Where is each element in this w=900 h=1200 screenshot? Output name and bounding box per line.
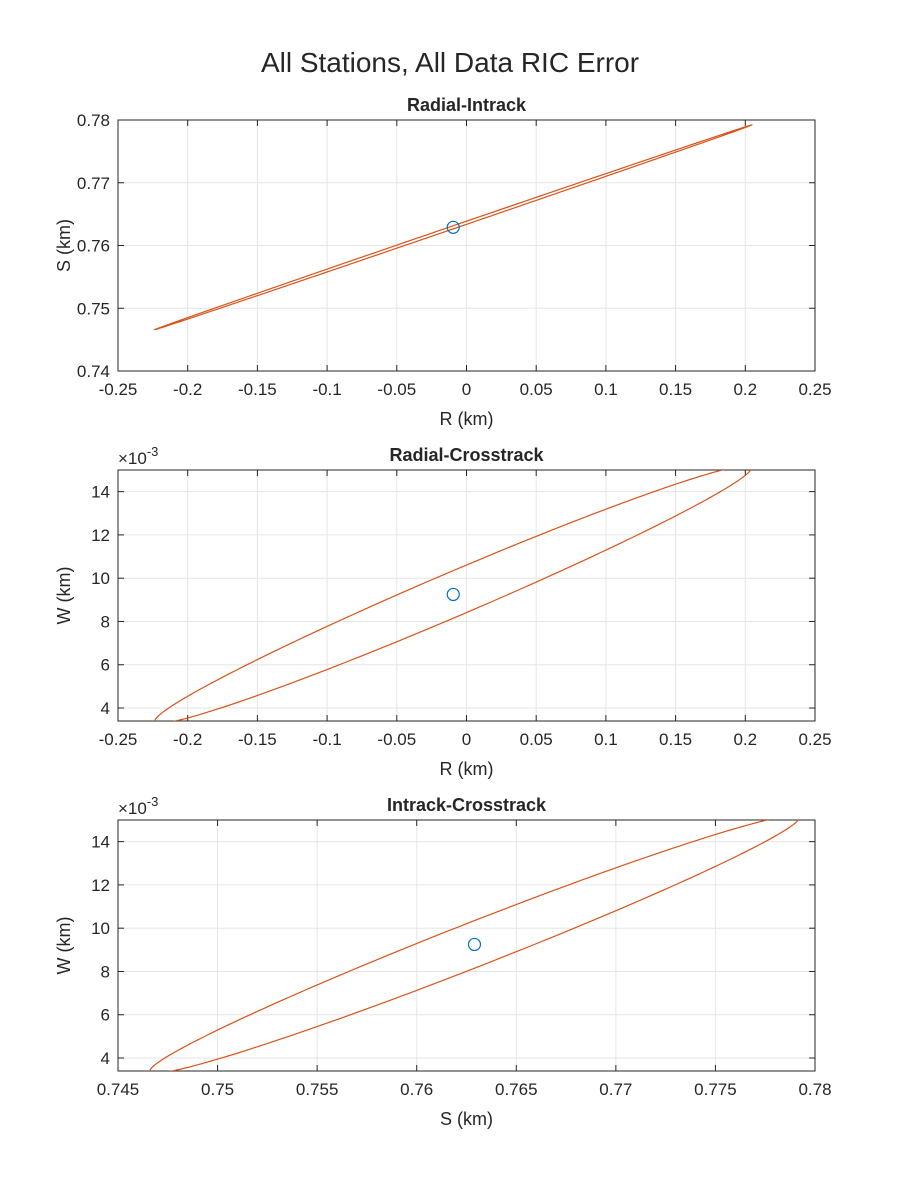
y-tick-label: 0.78 [77, 111, 110, 130]
x-tick-label: 0.775 [694, 1080, 737, 1099]
x-tick-label: 0.05 [520, 380, 553, 399]
y-tick-label: 14 [91, 833, 110, 852]
x-tick-label: 0 [462, 730, 471, 749]
error-ellipse [154, 470, 752, 721]
x-tick-label: 0.76 [400, 1080, 433, 1099]
x-tick-label: 0.755 [296, 1080, 339, 1099]
y-tick-label: 6 [101, 1006, 110, 1025]
subplot-2: -0.25 -0.2 -0.15 -0.1 -0.05 0 0.05 0.1 0.15 0.2 0.… [54, 444, 832, 779]
x-tick-label: -0.25 [99, 380, 138, 399]
x-tick-label: 0.05 [520, 730, 553, 749]
x-tick-label: 0.25 [798, 380, 831, 399]
y-tick-label: 10 [91, 569, 110, 588]
x-tick-label: -0.2 [173, 730, 202, 749]
y-tick-label: 14 [91, 483, 110, 502]
error-ellipse [153, 124, 754, 331]
x-axis-label: R (km) [440, 759, 494, 779]
y-tick-label: 0.75 [77, 299, 110, 318]
y-tick-label: 12 [91, 876, 110, 895]
x-tick-label: 0.75 [201, 1080, 234, 1099]
x-tick-label: -0.1 [312, 380, 341, 399]
x-tick-label: 0.1 [594, 730, 618, 749]
x-tick-label: 0.15 [659, 730, 692, 749]
subplots: -0.25 -0.2 -0.15 -0.1 -0.05 0 0.05 0.1 0.15 0.2 0.… [54, 95, 832, 1129]
y-tick-label: 0.76 [77, 237, 110, 256]
x-tick-label: -0.15 [238, 730, 277, 749]
subplot-title: Radial-Intrack [407, 95, 527, 115]
y-tick-label: 4 [101, 699, 110, 718]
subplot-1: -0.25 -0.2 -0.15 -0.1 -0.05 0 0.05 0.1 0.15 0.2 0.… [54, 95, 832, 429]
center-marker [467, 937, 482, 952]
x-tick-label: 0.745 [97, 1080, 140, 1099]
y-tick-label: 10 [91, 919, 110, 938]
x-tick-label: -0.05 [377, 380, 416, 399]
axes-box [117, 819, 816, 1072]
y-exponent-label: ×10-3 [118, 444, 158, 468]
x-tick-label: -0.25 [99, 730, 138, 749]
x-tick-label: -0.1 [312, 730, 341, 749]
x-tick-label: -0.2 [173, 380, 202, 399]
x-axis-label: S (km) [440, 1109, 493, 1129]
figure-title: All Stations, All Data RIC Error [261, 47, 639, 78]
y-tick-label: 12 [91, 526, 110, 545]
x-tick-label: 0.765 [495, 1080, 538, 1099]
subplot-3: 0.745 0.75 0.755 0.76 0.765 0.77 0.775 0.78 4 6 8 1… [54, 794, 832, 1129]
x-tick-label: 0.2 [733, 730, 757, 749]
x-tick-label: 0 [462, 380, 471, 399]
x-tick-label: 0.15 [659, 380, 692, 399]
y-tick-label: 0.74 [77, 362, 110, 381]
center-marker [446, 220, 460, 234]
subplot-title: Intrack-Crosstrack [387, 795, 547, 815]
x-axis-label: R (km) [440, 409, 494, 429]
y-tick-label: 8 [101, 612, 110, 631]
x-tick-label: -0.15 [238, 380, 277, 399]
error-ellipse [149, 820, 799, 1071]
x-tick-label: 0.78 [798, 1080, 831, 1099]
y-tick-label: 0.77 [77, 174, 110, 193]
y-tick-label: 6 [101, 656, 110, 675]
x-tick-label: -0.05 [377, 730, 416, 749]
y-axis-label: S (km) [54, 219, 74, 272]
y-tick-label: 8 [101, 962, 110, 981]
y-axis-label: W (km) [54, 917, 74, 975]
y-exponent-label: ×10-3 [118, 794, 158, 818]
y-tick-label: 4 [101, 1049, 110, 1068]
x-tick-label: 0.77 [599, 1080, 632, 1099]
y-axis-label: W (km) [54, 567, 74, 625]
center-marker [446, 587, 460, 602]
x-tick-label: 0.1 [594, 380, 618, 399]
x-tick-label: 0.25 [798, 730, 831, 749]
x-tick-label: 0.2 [733, 380, 757, 399]
subplot-title: Radial-Crosstrack [389, 445, 544, 465]
